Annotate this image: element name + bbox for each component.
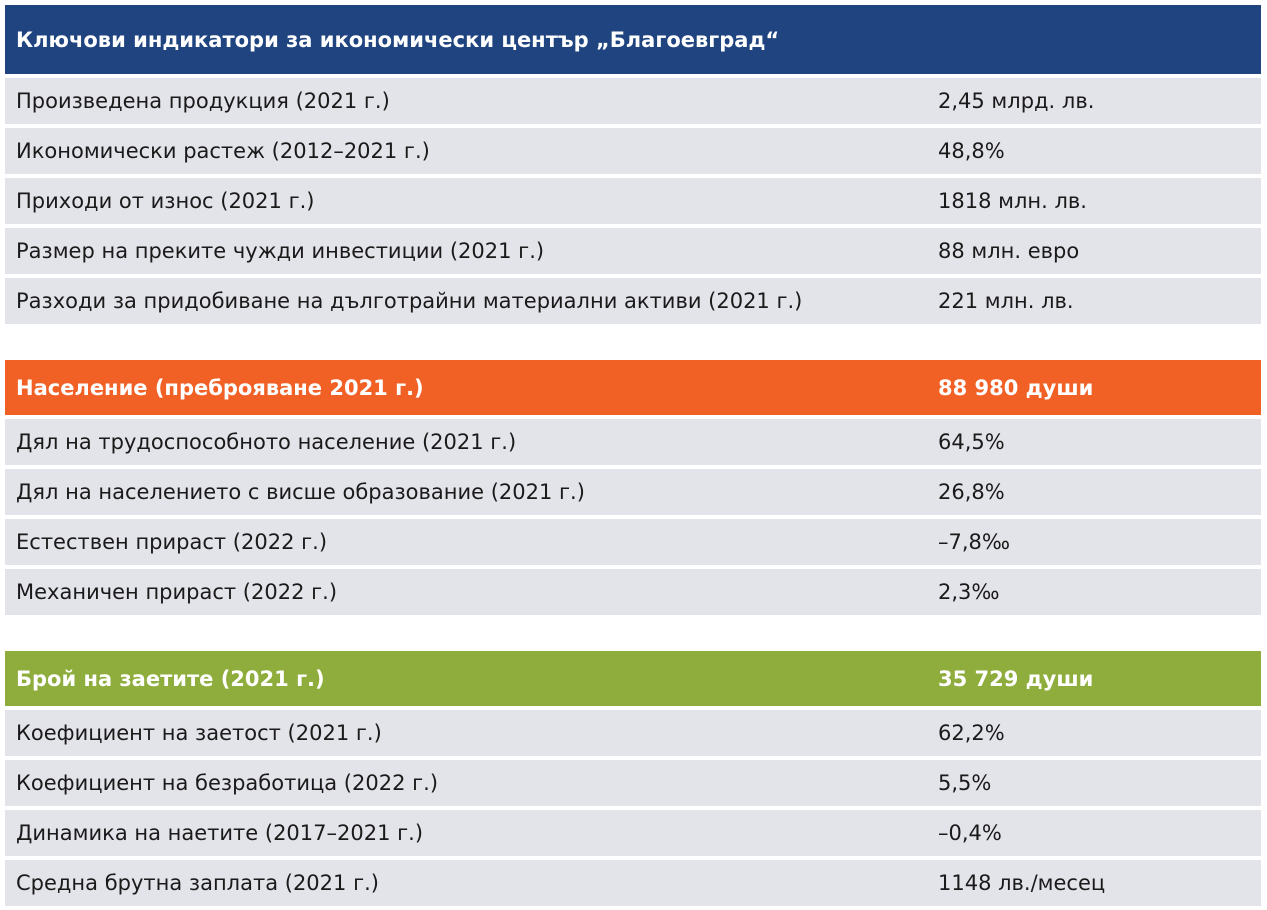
row-value: 88 млн. евро [938, 239, 1080, 263]
population-header: Население (преброяване 2021 г.) 88 980 д… [5, 360, 1261, 415]
employment-header: Брой на заетите (2021 г.) 35 729 души [5, 651, 1261, 706]
row-label: Разходи за придобиване на дълготрайни ма… [16, 289, 803, 313]
row-label: Механичен прираст (2022 г.) [16, 580, 338, 604]
row-label: Произведена продукция (2021 г.) [16, 89, 390, 113]
row-value: –7,8‰ [938, 530, 1011, 554]
row-label: Динамика на наетите (2017–2021 г.) [16, 821, 424, 845]
table-row: Дял на трудоспособното население (2021 г… [5, 419, 1261, 465]
population-title: Население (преброяване 2021 г.) [16, 375, 424, 400]
row-label: Приходи от износ (2021 г.) [16, 189, 315, 213]
employment-table: Брой на заетите (2021 г.) 35 729 души Ко… [5, 651, 1261, 906]
population-total: 88 980 души [938, 375, 1094, 400]
row-label: Дял на населението с висше образование (… [16, 480, 585, 504]
table-row: Икономически растеж (2012–2021 г.) 48,8% [5, 128, 1261, 174]
population-table: Население (преброяване 2021 г.) 88 980 д… [5, 360, 1261, 615]
table-row: Дял на населението с висше образование (… [5, 469, 1261, 515]
row-value: 1818 млн. лв. [938, 189, 1087, 213]
row-label: Икономически растеж (2012–2021 г.) [16, 139, 430, 163]
table-row: Коефициент на безработица (2022 г.) 5,5% [5, 760, 1261, 806]
table-row: Произведена продукция (2021 г.) 2,45 млр… [5, 78, 1261, 124]
table-row: Разходи за придобиване на дълготрайни ма… [5, 278, 1261, 324]
economic-indicators-header: Ключови индикатори за икономически центъ… [5, 5, 1261, 74]
table-row: Приходи от износ (2021 г.) 1818 млн. лв. [5, 178, 1261, 224]
table-row: Естествен прираст (2022 г.) –7,8‰ [5, 519, 1261, 565]
row-value: 64,5% [938, 430, 1005, 454]
section-spacer [5, 324, 1261, 360]
row-value: 26,8% [938, 480, 1005, 504]
row-value: 221 млн. лв. [938, 289, 1074, 313]
table-row: Коефициент на заетост (2021 г.) 62,2% [5, 710, 1261, 756]
row-value: –0,4% [938, 821, 1002, 845]
row-value: 48,8% [938, 139, 1005, 163]
table-row: Механичен прираст (2022 г.) 2,3‰ [5, 569, 1261, 615]
economic-indicators-title: Ключови индикатори за икономически центъ… [16, 27, 780, 52]
row-label: Средна брутна заплата (2021 г.) [16, 871, 379, 895]
row-label: Размер на преките чужди инвестиции (2021… [16, 239, 545, 263]
row-label: Коефициент на заетост (2021 г.) [16, 721, 382, 745]
row-label: Дял на трудоспособното население (2021 г… [16, 430, 517, 454]
row-label: Коефициент на безработица (2022 г.) [16, 771, 439, 795]
table-row: Средна брутна заплата (2021 г.) 1148 лв.… [5, 860, 1261, 906]
table-row: Динамика на наетите (2017–2021 г.) –0,4% [5, 810, 1261, 856]
row-label: Естествен прираст (2022 г.) [16, 530, 328, 554]
employment-total: 35 729 души [938, 666, 1094, 691]
section-spacer [5, 615, 1261, 651]
row-value: 2,3‰ [938, 580, 1000, 604]
indicators-page: Ключови индикатори за икономически центъ… [5, 5, 1261, 906]
row-value: 1148 лв./месец [938, 871, 1106, 895]
row-value: 2,45 млрд. лв. [938, 89, 1095, 113]
row-value: 62,2% [938, 721, 1005, 745]
employment-title: Брой на заетите (2021 г.) [16, 666, 325, 691]
row-value: 5,5% [938, 771, 992, 795]
economic-indicators-table: Ключови индикатори за икономически центъ… [5, 5, 1261, 324]
table-row: Размер на преките чужди инвестиции (2021… [5, 228, 1261, 274]
